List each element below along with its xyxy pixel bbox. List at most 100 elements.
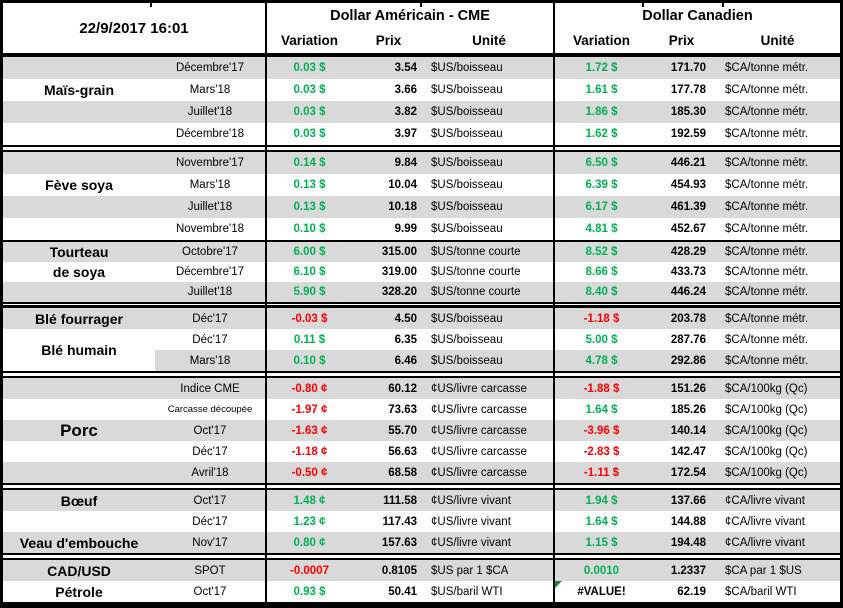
table-row: Déc'17 1.23 ¢ 117.43 ¢US/livre vivant 1.64 $… <box>3 511 840 532</box>
contract-cell: Mars'18 <box>189 354 231 367</box>
price-ca-cell: 292.86 <box>670 354 706 367</box>
commodity-label: Pétrole <box>55 583 103 600</box>
price-ca-cell: 144.88 <box>670 515 706 528</box>
unit-ca-cell: $CA/tonne métr. <box>725 128 809 140</box>
price-ca-cell: 1.2337 <box>670 564 706 577</box>
price-us-cell: 10.18 <box>388 201 417 213</box>
contract-cell: Déc'17 <box>192 515 228 528</box>
unit-us-cell: $US/boisseau <box>431 106 503 118</box>
unit-ca-cell: ¢CA/livre vivant <box>725 536 805 549</box>
variation-ca-cell: -3.96 $ <box>583 424 620 437</box>
price-us-cell: 328.20 <box>381 286 417 298</box>
commodity-label: CAD/USD <box>47 562 111 579</box>
section-mais-grain: Décembre'17 0.03 $ 3.54 $US/boisseau 1.72 $ 1… <box>3 55 840 147</box>
unit-ca-cell: $CA/100kg (Qc) <box>725 466 808 479</box>
price-ca-cell: 433.73 <box>670 266 706 278</box>
table-row: Juillet'18 0.13 $ 10.18 $US/boisseau 6.17 $ 4… <box>3 196 840 218</box>
price-us-cell: 6.35 <box>394 333 417 346</box>
variation-us-cell: 0.80 ¢ <box>293 536 326 549</box>
price-ca-cell: 452.67 <box>670 223 706 235</box>
unit-ca-cell: $CA/tonne métr. <box>725 201 809 213</box>
grid-tick <box>420 3 422 7</box>
unit-ca-cell: $CA/100kg (Qc) <box>725 424 808 437</box>
table-row: Mars'18 0.13 $ 10.04 $US/boisseau 6.39 $ 454.… <box>3 174 840 196</box>
variation-us-cell: -0.50 ¢ <box>291 466 328 479</box>
contract-cell: Déc'17 <box>192 445 228 458</box>
variation-ca-cell: 8.52 $ <box>585 246 618 258</box>
unit-ca-cell: $CA/tonne métr. <box>725 157 809 169</box>
contract-cell: Décembre'18 <box>175 128 245 140</box>
price-ca-cell: 192.59 <box>670 128 706 140</box>
contract-cell: Décembre'17 <box>175 266 245 278</box>
variation-us-cell: 0.11 $ <box>293 333 326 346</box>
ca-prix-column-header: Prix <box>668 33 695 48</box>
ca-variation-column-header: Variation <box>572 33 631 48</box>
us-dollar-header: Dollar Américain - CME <box>330 8 490 24</box>
unit-us-cell: $US/boisseau <box>431 179 503 191</box>
price-ca-cell: 177.78 <box>670 84 706 96</box>
table-row: Octobre'17 6.00 $ 315.00 $US/tonne courte 8.… <box>3 242 840 262</box>
table-row: Avril'18 -0.50 ¢ 68.58 ¢US/livre carcasse -1… <box>3 462 840 483</box>
price-us-cell: 50.41 <box>388 585 417 598</box>
variation-us-cell: -1.63 ¢ <box>291 424 328 437</box>
table-row: Novembre'18 0.10 $ 9.99 $US/boisseau 4.81 $ 4… <box>3 218 840 240</box>
price-ca-cell: 446.24 <box>670 286 706 298</box>
contract-cell: SPOT <box>194 564 226 577</box>
variation-ca-cell: 1.94 $ <box>585 494 618 507</box>
price-us-cell: 3.66 <box>394 84 417 96</box>
price-ca-cell: 185.30 <box>670 106 706 118</box>
variation-us-cell: 0.03 $ <box>293 62 326 74</box>
unit-ca-cell: $CA/100kg (Qc) <box>725 445 808 458</box>
price-ca-cell: 137.66 <box>670 494 706 507</box>
unit-us-cell: $US/boisseau <box>431 333 503 346</box>
price-us-cell: 111.58 <box>383 494 417 507</box>
grid-tick <box>722 3 724 7</box>
contract-cell: Indice CME <box>180 382 240 395</box>
commodity-label: Blé humain <box>3 329 155 371</box>
variation-us-cell: -1.18 ¢ <box>291 445 328 458</box>
commodity-label: Bœuf <box>60 492 98 509</box>
price-ca-cell: 446.21 <box>670 157 706 169</box>
table-row: Juillet'18 0.03 $ 3.82 $US/boisseau 1.86 $ 18… <box>3 101 840 123</box>
variation-ca-cell: 8.66 $ <box>585 266 618 278</box>
section-tourteau-de-soya: Octobre'17 6.00 $ 315.00 $US/tonne courte 8.… <box>3 240 840 304</box>
price-us-cell: 60.12 <box>388 382 417 395</box>
column-divider <box>553 3 555 603</box>
price-ca-cell: 142.47 <box>670 445 706 458</box>
report-timestamp: 22/9/2017 16:01 <box>79 19 189 37</box>
price-us-cell: 9.84 <box>394 157 417 169</box>
unit-ca-cell: $CA/tonne métr. <box>725 179 809 191</box>
price-us-cell: 55.70 <box>388 424 417 437</box>
table-row: Oct'17 0.93 $ 50.41 $US/baril WTI #VALUE! 62.… <box>3 581 840 602</box>
price-ca-cell: 185.26 <box>670 403 706 416</box>
variation-us-cell: -0.80 ¢ <box>291 382 328 395</box>
unit-us-cell: $US/boisseau <box>431 128 503 140</box>
table-row: Déc'17 0.11 $ 6.35 $US/boisseau 5.00 $ 287.76… <box>3 329 840 350</box>
variation-ca-cell: #VALUE! <box>555 581 648 602</box>
price-us-cell: 157.63 <box>381 536 417 549</box>
variation-ca-cell: 1.86 $ <box>585 106 618 118</box>
unit-us-cell: ¢US/livre carcasse <box>431 466 527 479</box>
unit-us-cell: $US/boisseau <box>431 84 503 96</box>
variation-us-cell: 0.13 $ <box>293 201 326 213</box>
price-ca-cell: 287.76 <box>670 333 706 346</box>
unit-ca-cell: $CA/tonne métr. <box>725 354 809 367</box>
variation-ca-cell: 1.61 $ <box>585 84 618 96</box>
unit-us-cell: ¢US/livre vivant <box>431 494 511 507</box>
unit-ca-cell: ¢CA/livre vivant <box>725 515 805 528</box>
commodity-label: Maïs-grain <box>43 82 114 98</box>
variation-us-cell: -0.03 $ <box>291 312 328 325</box>
variation-us-cell: 5.90 $ <box>293 286 326 298</box>
variation-ca-cell: 1.15 $ <box>585 536 618 549</box>
contract-cell: Mars'18 <box>189 179 231 191</box>
table-row: Mars'18 0.03 $ 3.66 $US/boisseau 1.61 $ 177.7… <box>3 79 840 101</box>
unit-us-cell: $US/tonne courte <box>431 246 521 258</box>
table-row: Décembre'17 0.03 $ 3.54 $US/boisseau 1.72 $ 1… <box>3 57 840 79</box>
contract-cell: Juillet'18 <box>187 286 233 298</box>
variation-ca-cell: 6.17 $ <box>585 201 618 213</box>
variation-ca-cell: 1.72 $ <box>585 62 618 74</box>
us-prix-column-header: Prix <box>375 33 402 48</box>
unit-ca-cell: $CA/tonne métr. <box>725 246 809 258</box>
price-us-cell: 4.50 <box>394 312 417 325</box>
